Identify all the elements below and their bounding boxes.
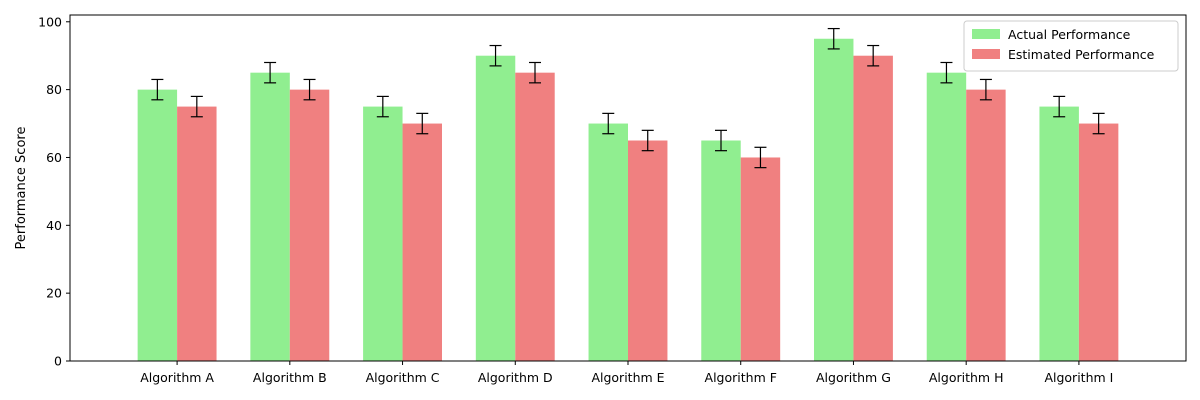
error-bar-actual-4 [602,112,615,135]
bar-estimated-6 [853,55,893,362]
bar-actual-7 [926,72,967,362]
bar-actual-2 [363,106,403,361]
error-bar-actual-2 [376,95,389,118]
y-tick-label: 20 [46,286,62,301]
x-tick-label: Algorithm F [705,370,777,385]
error-bar-estimated-3 [529,61,541,84]
y-axis: 0 20 40 60 80 100 [38,14,70,369]
x-tick-label: Algorithm H [929,370,1004,385]
error-bar-actual-5 [715,129,727,152]
legend-box [963,20,1179,72]
error-bar-estimated-4 [641,129,654,152]
y-tick-label: 40 [46,218,62,233]
legend-swatch [972,29,1000,39]
error-bar-actual-7 [940,61,953,84]
error-bar-estimated-1 [303,78,316,101]
error-bar-actual-8 [1053,95,1066,118]
bar-estimated-3 [515,72,555,362]
bar-estimated-2 [402,123,442,361]
error-bar-estimated-8 [1092,112,1105,135]
legend: Actual Performance Estimated Performance [963,20,1179,72]
bar-actual-1 [250,72,290,362]
bar-estimated-5 [740,157,781,361]
error-bar-actual-3 [489,44,502,67]
bars-layer [137,38,1119,362]
error-bar-estimated-5 [754,146,767,169]
x-tick-label: Algorithm C [366,370,440,385]
bar-estimated-0 [177,106,217,361]
error-bar-estimated-2 [416,112,429,135]
error-bars-layer [151,27,1105,169]
y-tick-label: 80 [46,82,62,97]
bar-estimated-7 [966,89,1006,361]
error-bar-actual-6 [827,27,840,50]
bar-actual-0 [137,89,178,361]
y-tick-label: 0 [54,354,62,369]
error-bar-estimated-0 [190,95,203,118]
y-tick-label: 100 [38,14,62,29]
legend-swatch [972,49,1000,59]
bar-estimated-4 [628,140,668,361]
bar-actual-3 [475,55,516,362]
error-bar-estimated-7 [979,78,992,101]
x-tick-label: Algorithm G [816,370,891,385]
bar-actual-4 [588,123,628,361]
x-tick-label: Algorithm E [591,370,664,385]
error-bar-actual-1 [264,61,277,84]
bar-actual-5 [701,140,741,361]
bar-actual-8 [1039,106,1079,361]
y-tick-label: 60 [46,150,62,165]
x-tick-label: Algorithm A [140,370,214,385]
bar-estimated-1 [289,89,330,361]
legend-label: Actual Performance [1008,27,1131,42]
error-bar-actual-0 [151,78,164,101]
bar-estimated-8 [1078,123,1119,361]
x-tick-label: Algorithm D [478,370,553,385]
x-tick-label: Algorithm B [253,370,327,385]
error-bar-estimated-6 [867,44,880,67]
x-tick-label: Algorithm I [1044,370,1113,385]
legend-label: Estimated Performance [1008,47,1155,62]
x-axis: Algorithm A Algorithm B Algorithm C Algorit… [140,361,1113,385]
bar-actual-6 [814,38,854,361]
y-axis-label: Performance Score [14,127,29,250]
